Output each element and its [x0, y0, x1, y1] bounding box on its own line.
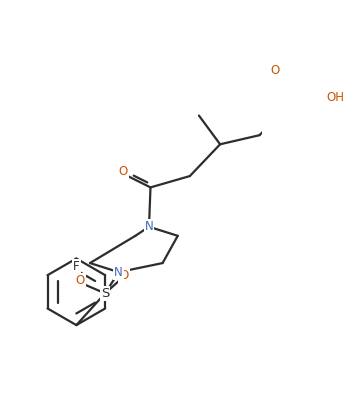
Text: O: O	[119, 165, 128, 178]
Text: F: F	[73, 260, 80, 272]
Text: O: O	[76, 274, 85, 287]
Text: OH: OH	[326, 91, 344, 104]
Text: S: S	[101, 287, 109, 300]
Text: O: O	[270, 64, 279, 77]
Text: N: N	[114, 266, 123, 279]
Text: N: N	[145, 220, 154, 233]
Text: O: O	[119, 269, 129, 282]
